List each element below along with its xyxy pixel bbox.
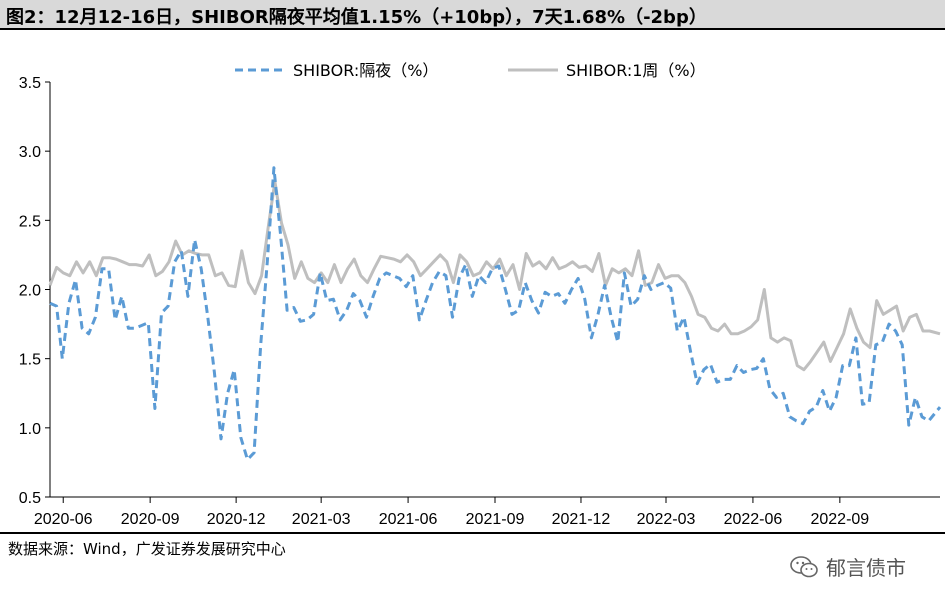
y-tick-label: 3.5 xyxy=(19,75,41,92)
y-tick-label: 3.0 xyxy=(19,144,41,161)
legend-label: SHIBOR:隔夜（%） xyxy=(293,61,438,80)
wechat-icon xyxy=(790,555,818,577)
title-bar: 图2：12月12-16日，SHIBOR隔夜平均值1.15%（+10bp），7天1… xyxy=(0,0,945,28)
legend-label: SHIBOR:1周（%） xyxy=(566,61,706,80)
x-tick-label: 2022-09 xyxy=(810,511,869,528)
x-tick-label: 2021-12 xyxy=(552,511,611,528)
watermark-text: 郁言债市 xyxy=(826,556,906,580)
x-tick-label: 2021-06 xyxy=(379,511,438,528)
x-tick-label: 2021-09 xyxy=(466,511,525,528)
source-note: 数据来源：Wind，广发证券发展研究中心 xyxy=(8,540,286,558)
x-tick-label: 2021-03 xyxy=(292,511,351,528)
y-tick-label: 2.0 xyxy=(19,283,41,300)
y-tick-label: 1.5 xyxy=(19,352,41,369)
x-tick-label: 2022-03 xyxy=(637,511,696,528)
title-rule xyxy=(0,28,945,30)
bottom-rule xyxy=(0,532,945,534)
y-tick-label: 1.0 xyxy=(19,421,41,438)
x-tick-label: 2020-09 xyxy=(121,511,180,528)
y-tick-label: 2.5 xyxy=(19,213,41,230)
chart-title: 图2：12月12-16日，SHIBOR隔夜平均值1.15%（+10bp），7天1… xyxy=(6,7,707,28)
x-tick-label: 2022-06 xyxy=(724,511,783,528)
x-tick-label: 2020-06 xyxy=(34,511,93,528)
y-tick-label: 0.5 xyxy=(19,490,41,507)
series-line-1week xyxy=(48,180,941,372)
watermark: 郁言债市 xyxy=(790,552,906,581)
line-chart: 0.5 1.0 1.5 2.0 2.5 3.0 3.5 2020-06 2020-09 2020-… xyxy=(19,61,942,528)
x-tick-label: 2020-12 xyxy=(207,511,266,528)
series-line-overnight xyxy=(49,166,942,462)
